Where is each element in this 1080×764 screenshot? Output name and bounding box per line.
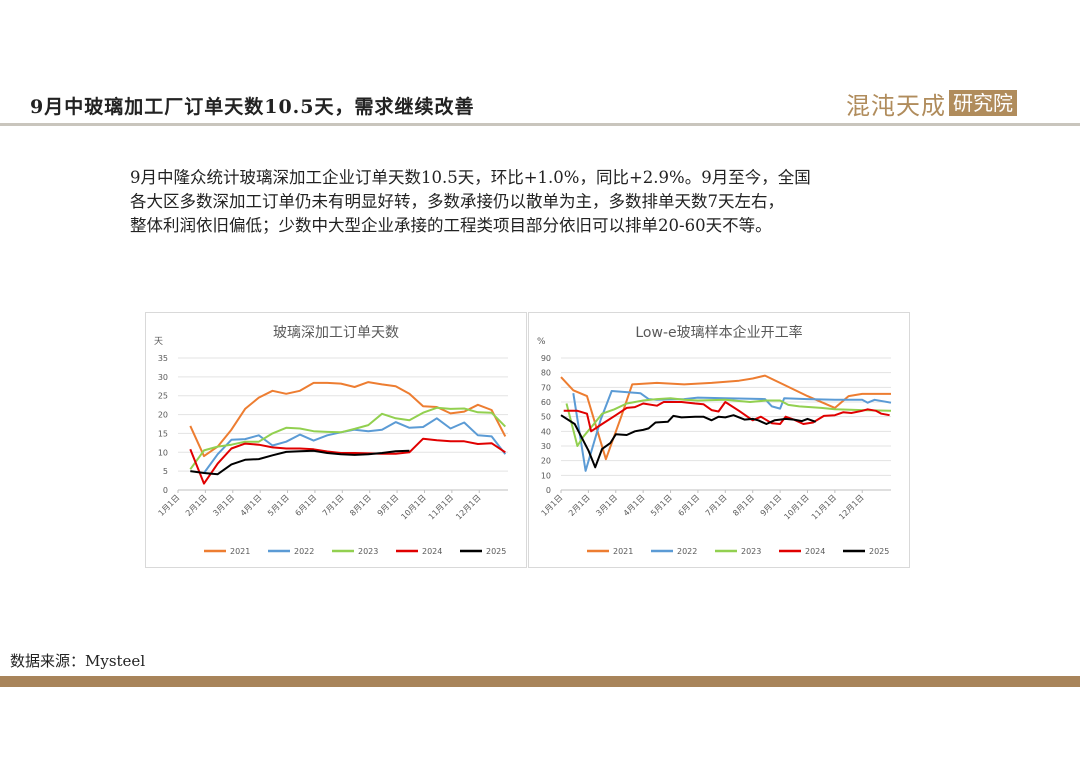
summary-line: 整体利润依旧偏低；少数中大型企业承接的工程类项目部分依旧可以排单20-60天不等…: [130, 216, 772, 235]
y-tick-label: 10: [158, 448, 168, 457]
chart-title: 玻璃深加工订单天数: [273, 324, 399, 341]
y-tick-label: 10: [541, 471, 551, 480]
lowe-utilization-chart: Low-e玻璃样本企业开工率% 0 10 20 30 40 50 60 70 80 90 1月1日 2月…: [528, 312, 910, 568]
series-line-2023: [565, 397, 892, 447]
x-tick-label: 3月1日: [594, 493, 619, 518]
legend-label: 2022: [294, 547, 314, 556]
y-tick-label: 30: [541, 442, 551, 451]
y-tick-label: 80: [541, 369, 551, 378]
legend-label: 2023: [741, 547, 761, 556]
y-tick-label: 25: [158, 392, 168, 401]
x-tick-label: 12月1日: [454, 493, 482, 521]
x-tick-label: 5月1日: [649, 493, 674, 518]
summary-line: 各大区多数深加工订单仍未有明显好转，多数承接仍以散单为主，多数排单天数7天左右，: [130, 192, 784, 211]
x-tick-label: 4月1日: [239, 493, 264, 518]
legend-label: 2021: [613, 547, 633, 556]
page-title: 9月中玻璃加工厂订单天数10.5天，需求继续改善: [30, 96, 475, 118]
y-axis-unit: %: [537, 337, 546, 347]
series-line-2024: [189, 437, 506, 485]
x-tick-label: 7月1日: [321, 493, 346, 518]
y-tick-label: 20: [158, 411, 168, 420]
brand-logo: 混沌天成 研究院: [846, 88, 1017, 120]
series-line-2023: [189, 406, 507, 470]
y-tick-label: 60: [541, 398, 551, 407]
x-tick-label: 7月1日: [704, 493, 729, 518]
y-tick-label: 90: [541, 354, 551, 363]
x-tick-label: 1月1日: [540, 493, 565, 518]
y-axis-unit: 天: [154, 337, 163, 347]
x-tick-label: 8月1日: [731, 493, 756, 518]
x-tick-label: 3月1日: [211, 493, 236, 518]
y-tick-label: 30: [158, 373, 168, 382]
x-tick-label: 10月1日: [782, 493, 810, 521]
summary-line: 9月中隆众统计玻璃深加工企业订单天数10.5天，环比+1.0%，同比+2.9%。…: [130, 168, 811, 187]
x-tick-label: 6月1日: [293, 493, 318, 518]
chart-title: Low-e玻璃样本企业开工率: [635, 324, 802, 341]
y-tick-label: 70: [541, 383, 551, 392]
x-tick-label: 6月1日: [676, 493, 701, 518]
legend-label: 2025: [869, 547, 889, 556]
x-tick-label: 9月1日: [376, 493, 401, 518]
x-tick-label: 1月1日: [157, 493, 182, 518]
summary-text: 9月中隆众统计玻璃深加工企业订单天数10.5天，环比+1.0%，同比+2.9%。…: [130, 166, 930, 238]
order-days-chart: 玻璃深加工订单天数天 0 5 10 15 20 25 30 35 1月1日 2月1日 3月1日 4月1日…: [145, 312, 527, 568]
series-line-2022: [203, 417, 507, 474]
x-tick-label: 5月1日: [266, 493, 291, 518]
x-tick-label: 2月1日: [567, 493, 592, 518]
legend-label: 2024: [422, 547, 442, 556]
x-tick-label: 4月1日: [622, 493, 647, 518]
x-tick-label: 8月1日: [348, 493, 373, 518]
y-tick-label: 0: [546, 486, 551, 495]
series-line-2025: [190, 449, 410, 476]
series-line-2024: [563, 401, 890, 433]
legend-label: 2023: [358, 547, 378, 556]
footer-bar: [0, 676, 1080, 687]
series-line-2022: [572, 390, 892, 472]
y-tick-label: 40: [541, 427, 551, 436]
header-divider: [0, 123, 1080, 126]
logo-text: 混沌天成: [846, 91, 946, 120]
legend-label: 2024: [805, 547, 825, 556]
y-tick-label: 35: [158, 354, 168, 363]
lowe-utilization-svg: Low-e玻璃样本企业开工率% 0 10 20 30 40 50 60 70 80 90 1月1日 2月…: [537, 324, 892, 556]
x-tick-label: 11月1日: [427, 493, 455, 521]
y-tick-label: 20: [541, 457, 551, 466]
y-tick-label: 0: [163, 486, 168, 495]
x-tick-label: 11月1日: [810, 493, 838, 521]
logo-badge: 研究院: [949, 90, 1017, 116]
legend-label: 2022: [677, 547, 697, 556]
legend-label: 2021: [230, 547, 250, 556]
data-source: 数据来源：Mysteel: [10, 652, 146, 670]
series-line-2025: [560, 414, 817, 469]
x-tick-label: 9月1日: [759, 493, 784, 518]
x-tick-label: 2月1日: [184, 493, 209, 518]
x-tick-label: 10月1日: [399, 493, 427, 521]
series-line-2021: [189, 381, 507, 458]
y-tick-label: 15: [158, 429, 168, 438]
y-tick-label: 50: [541, 413, 551, 422]
legend-label: 2025: [486, 547, 506, 556]
x-tick-label: 12月1日: [837, 493, 865, 521]
y-tick-label: 5: [163, 467, 168, 476]
